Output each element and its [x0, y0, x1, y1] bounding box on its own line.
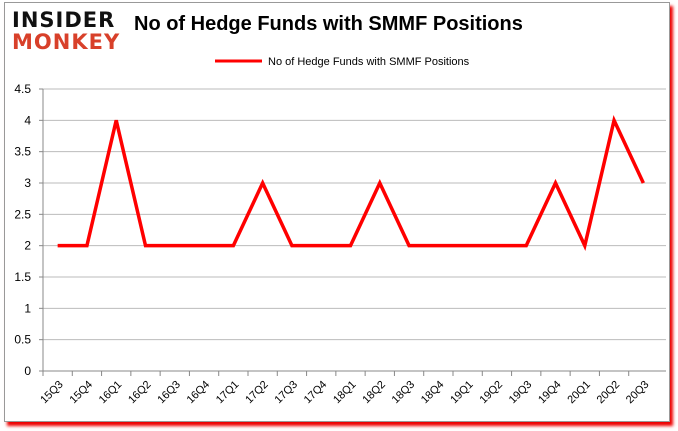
y-tick-label: 3.5 [14, 145, 31, 159]
x-tick-label: 15Q3 [38, 379, 66, 407]
chart-frame [4, 2, 670, 422]
x-tick-label: 19Q4 [536, 379, 564, 407]
x-tick-label: 18Q2 [360, 379, 388, 407]
x-tick-label: 18Q1 [331, 379, 359, 407]
y-tick-label: 3 [24, 176, 31, 190]
y-tick-label: 2 [24, 239, 31, 253]
logo-monkey: MONKEY [12, 30, 121, 54]
x-tick-label: 18Q4 [419, 379, 447, 407]
logo-insider: INSIDER [12, 8, 116, 32]
x-tick-label: 16Q3 [155, 379, 183, 407]
x-tick-label: 20Q3 [624, 379, 652, 407]
x-tick-label: 19Q1 [448, 379, 476, 407]
x-tick-label: 17Q4 [302, 379, 330, 407]
x-tick-label: 19Q2 [478, 379, 506, 407]
y-tick-label: 1 [24, 301, 31, 315]
x-tick-label: 16Q1 [97, 379, 125, 407]
y-tick-label: 0 [24, 364, 31, 378]
x-tick-label: 16Q4 [185, 379, 213, 407]
x-tick-label: 17Q2 [243, 379, 271, 407]
x-tick-label: 18Q3 [390, 379, 418, 407]
chart-title: No of Hedge Funds with SMMF Positions [134, 13, 523, 35]
y-tick-label: 0.5 [14, 333, 31, 347]
x-tick-label: 19Q3 [507, 379, 535, 407]
x-tick-label: 17Q1 [214, 379, 242, 407]
y-tick-label: 1.5 [14, 270, 31, 284]
x-tick-label: 20Q2 [595, 379, 623, 407]
legend-label: No of Hedge Funds with SMMF Positions [268, 56, 470, 68]
x-tick-label: 16Q2 [126, 379, 154, 407]
y-tick-label: 2.5 [14, 207, 31, 221]
x-tick-label: 17Q3 [273, 379, 301, 407]
x-tick-label: 20Q1 [565, 379, 593, 407]
x-tick-label: 15Q4 [68, 379, 96, 407]
y-tick-label: 4.5 [14, 82, 31, 96]
y-tick-label: 4 [24, 113, 31, 127]
